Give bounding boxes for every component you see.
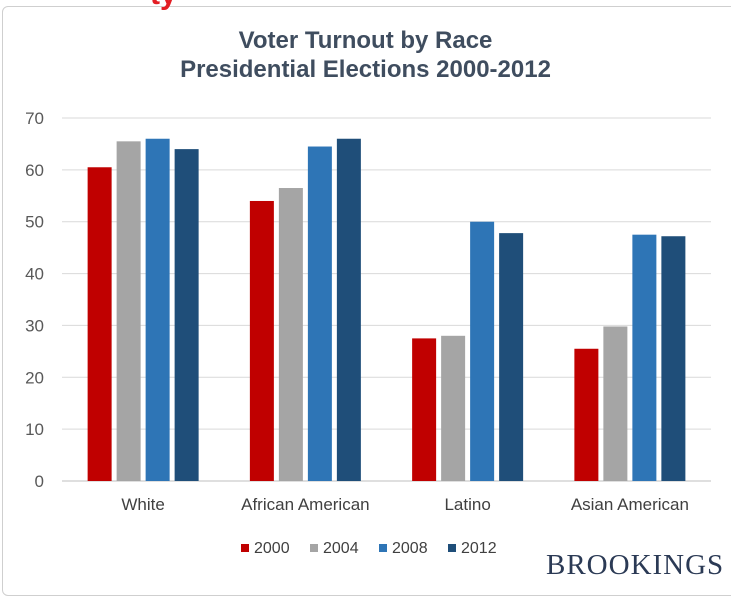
legend: 2000 2004 2008 2012 bbox=[241, 540, 497, 557]
legend-label-2008: 2008 bbox=[392, 540, 428, 557]
y-tick-label: 10 bbox=[25, 420, 44, 439]
chart-subtitle: Presidential Elections 2000-2012 bbox=[180, 56, 551, 83]
chart-title: Voter Turnout by Race bbox=[238, 27, 493, 54]
chart-title-block: Voter Turnout by Race Presidential Elect… bbox=[0, 26, 731, 84]
y-tick-label: 20 bbox=[25, 368, 44, 387]
legend-swatch-2004 bbox=[310, 544, 318, 552]
bar-2008-african-american bbox=[307, 146, 332, 481]
legend-label-2012: 2012 bbox=[461, 540, 497, 557]
y-tick-label: 30 bbox=[25, 316, 44, 335]
x-tick-label: African American bbox=[241, 495, 370, 514]
header-red-text: ty bbox=[150, 0, 177, 12]
x-tick-label: White bbox=[121, 495, 164, 514]
legend-swatch-2000 bbox=[241, 544, 249, 552]
y-tick-label: 60 bbox=[25, 161, 44, 180]
legend-label-2000: 2000 bbox=[254, 540, 290, 557]
bar-2012-asian-american bbox=[661, 236, 686, 481]
y-tick-label: 70 bbox=[25, 109, 44, 128]
bar-2012-african-american bbox=[336, 138, 361, 481]
bar-2004-white bbox=[116, 141, 141, 482]
bar-2000-asian-american bbox=[574, 348, 599, 481]
y-tick-label: 40 bbox=[25, 265, 44, 284]
bar-2004-latino bbox=[441, 335, 466, 481]
bar-2008-latino bbox=[470, 221, 495, 481]
y-tick-label: 0 bbox=[35, 472, 44, 491]
bar-chart: 0 10 20 30 40 50 60 70 White African American Lat… bbox=[25, 109, 711, 557]
grid-lines bbox=[62, 117, 711, 482]
bar-2004-african-american bbox=[278, 188, 303, 481]
legend-swatch-2012 bbox=[448, 544, 456, 552]
bar-2012-latino bbox=[499, 233, 524, 481]
bar-2000-african-american bbox=[249, 200, 274, 481]
bar-2008-white bbox=[145, 138, 170, 481]
x-tick-label: Asian American bbox=[571, 495, 689, 514]
bar-2000-latino bbox=[412, 338, 437, 481]
legend-label-2004: 2004 bbox=[323, 540, 359, 557]
y-tick-label: 50 bbox=[25, 213, 44, 232]
bar-2008-asian-american bbox=[632, 234, 657, 481]
y-axis-ticks: 0 10 20 30 40 50 60 70 bbox=[25, 109, 44, 491]
bar-2004-asian-american bbox=[603, 326, 628, 481]
x-axis-ticks: White African American Latino Asian America… bbox=[121, 495, 689, 514]
brookings-logo: BROOKINGS bbox=[546, 549, 725, 581]
bar-2000-white bbox=[87, 167, 112, 481]
legend-swatch-2008 bbox=[379, 544, 387, 552]
bar-2012-white bbox=[174, 149, 199, 481]
bars bbox=[87, 138, 686, 482]
x-tick-label: Latino bbox=[444, 495, 490, 514]
